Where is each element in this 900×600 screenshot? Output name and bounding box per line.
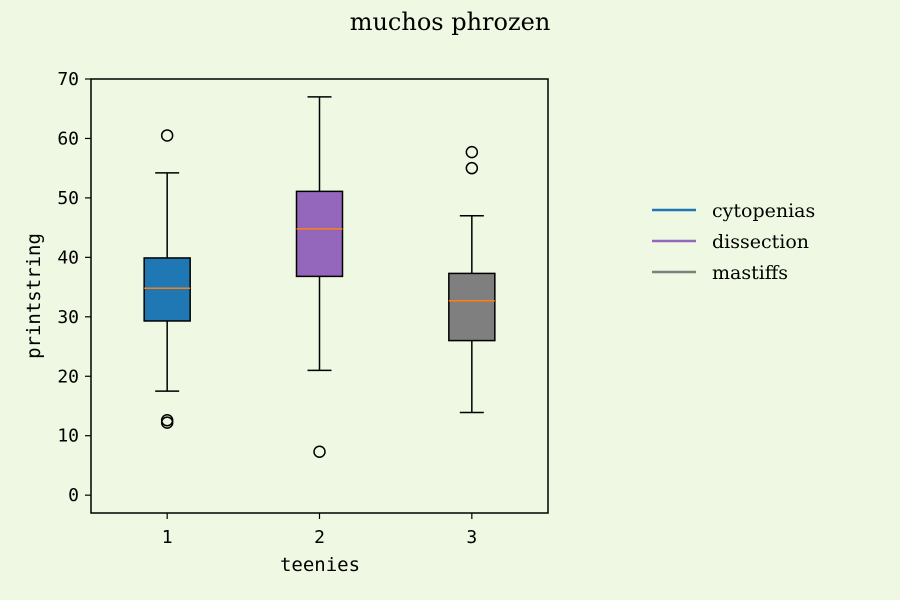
iqr-box (448, 272, 496, 342)
x-tick-label: 2 (314, 527, 325, 548)
legend-label: cytopenias (712, 200, 815, 222)
y-tick-label: 20 (57, 366, 79, 387)
box-dissection (295, 96, 344, 459)
outlier-point (465, 161, 479, 175)
box-mastiffs (448, 145, 496, 414)
legend-label: mastiffs (712, 262, 788, 284)
outlier-point (313, 445, 326, 459)
iqr-box (295, 190, 344, 278)
y-tick-label: 30 (57, 307, 79, 328)
legend-item: cytopenias (652, 200, 815, 222)
legend-label: dissection (712, 231, 809, 253)
y-tick-label: 0 (68, 485, 79, 506)
y-tick-label: 50 (57, 188, 79, 209)
y-tick-label: 60 (57, 128, 79, 149)
legend-item: dissection (652, 231, 809, 253)
outlier-point (465, 145, 479, 159)
outlier-point (160, 416, 174, 429)
plot-area: 0 10 20 30 40 50 60 70 1 2 3 (57, 69, 496, 548)
y-tick-label: 70 (57, 69, 79, 90)
chart-title: muchos phrozen (350, 8, 551, 36)
y-axis-label: printstring (23, 233, 45, 359)
x-tick-label: 1 (162, 527, 173, 548)
y-tick-label: 40 (57, 247, 79, 268)
outlier-point (160, 129, 174, 142)
iqr-box (143, 257, 191, 322)
x-axis-label: teenies (280, 554, 360, 576)
legend-item: mastiffs (652, 262, 788, 284)
y-tick-label: 10 (57, 426, 79, 447)
legend: cytopenias dissection mastiffs (652, 200, 815, 284)
x-tick-label: 3 (466, 527, 477, 548)
box-cytopenias (143, 129, 191, 429)
plot-frame (90, 78, 549, 514)
